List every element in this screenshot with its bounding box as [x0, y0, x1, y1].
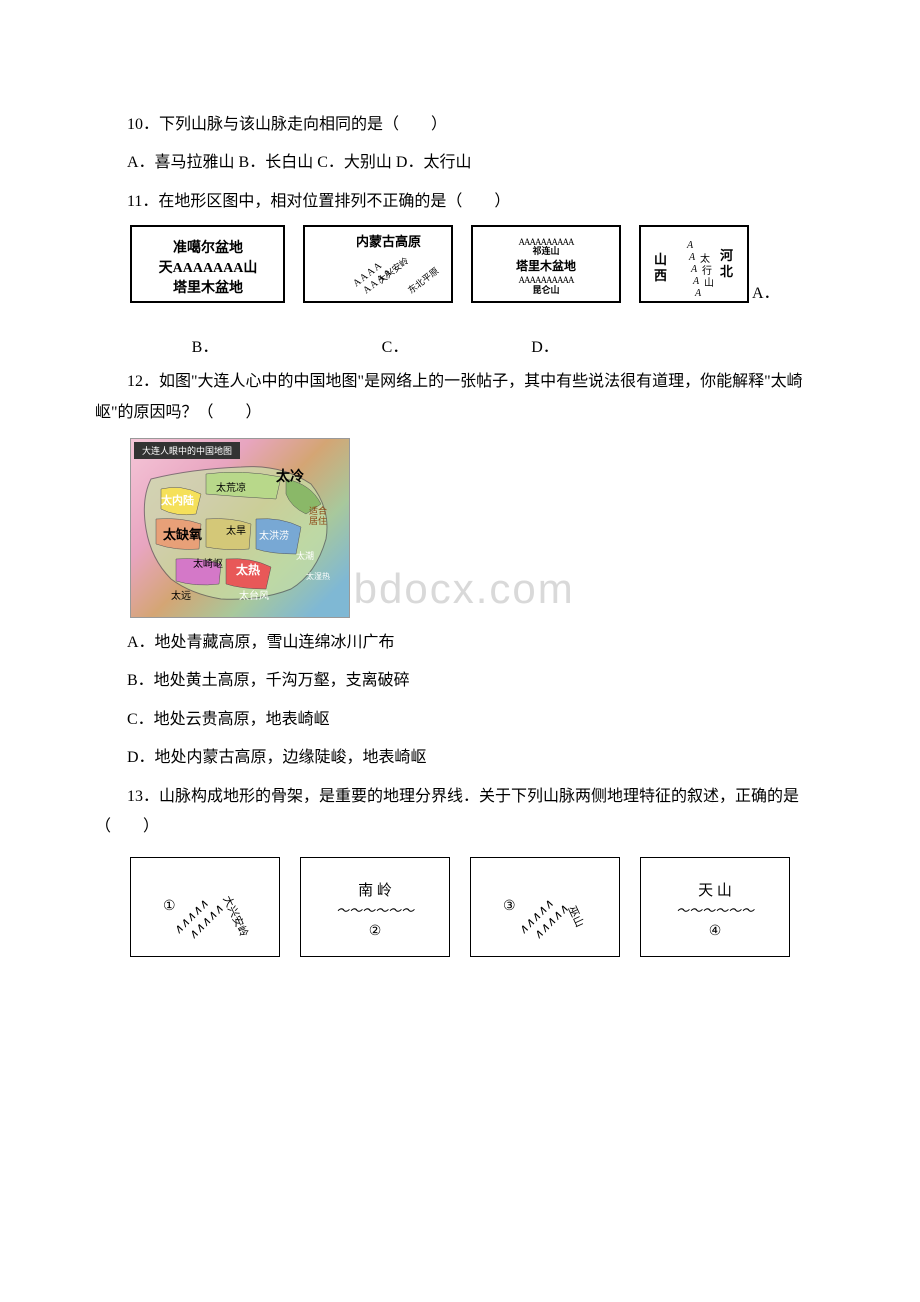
svg-text:A: A: [690, 264, 698, 275]
q11-text: 11．在地形区图中，相对位置排列不正确的是（ ）: [95, 187, 825, 217]
q12-opt-c: C．地处云贵高原，地表崎岖: [95, 705, 825, 735]
svg-text:天AAAAAAA山: 天AAAAAAA山: [158, 260, 257, 276]
svg-text:昆仑山: 昆仑山: [532, 284, 559, 295]
q11-label-b: B．: [95, 333, 315, 357]
q13-box-2: 南 岭 ～～～～～～ ②: [300, 857, 450, 957]
svg-text:AAAAAAAAAA: AAAAAAAAAA: [518, 275, 574, 285]
svg-text:居住: 居住: [309, 515, 327, 526]
svg-text:河: 河: [720, 248, 733, 263]
svg-text:A: A: [686, 240, 694, 251]
svg-text:内蒙古高原: 内蒙古高原: [356, 234, 421, 249]
svg-text:天 山: 天 山: [698, 882, 732, 899]
q12-map: 大连人眼中的中国地图 太冷 太内陆 太荒凉 适合 居住 太缺氧 太旱 太洪涝 太…: [130, 438, 350, 618]
q11-option-labels: B． C． D．: [95, 333, 825, 357]
svg-text:太远: 太远: [171, 589, 191, 602]
svg-text:塔里木盆地: 塔里木盆地: [173, 279, 243, 296]
svg-text:A: A: [694, 288, 702, 296]
svg-text:东北平原: 东北平原: [405, 265, 440, 296]
q11-option-b-box: 内蒙古高原 A A A A A A A A 大兴安岭 东北平原: [303, 225, 453, 303]
svg-text:太崎岖: 太崎岖: [193, 557, 223, 570]
svg-text:太湿热: 太湿热: [306, 571, 330, 581]
q11-option-c-box: AAAAAAAAAA 祁连山 塔里木盆地 AAAAAAAAAA 昆仑山: [471, 225, 621, 303]
svg-text:太台风: 太台风: [239, 589, 269, 602]
q11-option-d-box: 山 西 A A A A A 太 行 山 河 北: [639, 225, 749, 303]
svg-text:A: A: [688, 252, 696, 263]
q13-box2-svg: 南 岭 ～～～～～～ ②: [303, 860, 448, 955]
svg-text:祁连山: 祁连山: [532, 245, 559, 256]
q11-diagrams: 准噶尔盆地 天AAAAAAA山 塔里木盆地 内蒙古高原 A A A A A A …: [130, 225, 825, 303]
q12-opt-d: D．地处内蒙古高原，边缘陡峻，地表崎岖: [95, 743, 825, 773]
svg-text:西: 西: [654, 268, 667, 283]
svg-text:塔里木盆地: 塔里木盆地: [515, 258, 575, 273]
q13-box3-svg: ③ ∧∧∧∧∧ ∧∧∧∧∧ 巫山: [473, 860, 618, 955]
q13-box-3: ③ ∧∧∧∧∧ ∧∧∧∧∧ 巫山: [470, 857, 620, 957]
q11-box-a-svg: 准噶尔盆地 天AAAAAAA山 塔里木盆地: [133, 232, 283, 296]
svg-text:～～～～～～: ～～～～～～: [675, 903, 754, 918]
svg-text:②: ②: [368, 924, 381, 939]
svg-text:太洪涝: 太洪涝: [259, 529, 289, 542]
svg-text:太潮: 太潮: [296, 550, 314, 561]
q13-box1-svg: ① ∧∧∧∧∧ ∧∧∧∧∧ 大兴安岭: [133, 860, 278, 955]
svg-text:南 岭: 南 岭: [358, 882, 392, 899]
svg-text:A: A: [692, 276, 700, 287]
svg-text:③: ③: [503, 899, 516, 914]
document-content: 10．下列山脉与该山脉走向相同的是（ ） A．喜马拉雅山 B．长白山 C．大别山…: [95, 110, 825, 957]
svg-text:山: 山: [704, 277, 714, 289]
svg-text:①: ①: [163, 899, 176, 914]
svg-text:太荒凉: 太荒凉: [216, 481, 246, 494]
q12-map-svg: 太冷 太内陆 太荒凉 适合 居住 太缺氧 太旱 太洪涝 太崎岖 太热 太潮 太远…: [131, 439, 350, 618]
svg-text:准噶尔盆地: 准噶尔盆地: [173, 239, 243, 256]
svg-text:～～～～～～: ～～～～～～: [335, 903, 414, 918]
q11-box-c-svg: AAAAAAAAAA 祁连山 塔里木盆地 AAAAAAAAAA 昆仑山: [474, 232, 619, 296]
svg-text:太缺氧: 太缺氧: [162, 527, 202, 542]
svg-text:太内陆: 太内陆: [160, 493, 194, 507]
q13-diagrams: ① ∧∧∧∧∧ ∧∧∧∧∧ 大兴安岭 南 岭 ～～～～～～ ② ③ ∧∧∧∧∧ …: [130, 857, 790, 957]
svg-text:行: 行: [702, 264, 712, 277]
q10-text: 10．下列山脉与该山脉走向相同的是（ ）: [95, 110, 825, 140]
q11-box-b-svg: 内蒙古高原 A A A A A A A A 大兴安岭 东北平原: [306, 232, 451, 296]
svg-text:太旱: 太旱: [226, 524, 246, 537]
q11-a-label: A．: [752, 279, 780, 303]
q12-opt-b: B．地处黄土高原，千沟万壑，支离破碎: [95, 666, 825, 696]
svg-text:大兴安岭: 大兴安岭: [220, 893, 251, 939]
q13-box4-svg: 天 山 ～～～～～～ ④: [643, 860, 788, 955]
q11-label-c: C．: [315, 333, 475, 357]
q13-box-4: 天 山 ～～～～～～ ④: [640, 857, 790, 957]
q11-option-a-box: 准噶尔盆地 天AAAAAAA山 塔里木盆地: [130, 225, 285, 303]
svg-text:太冷: 太冷: [276, 468, 304, 485]
q11-label-d: D．: [475, 333, 615, 357]
svg-text:山: 山: [654, 252, 667, 267]
svg-text:适合: 适合: [309, 505, 327, 516]
q11-box-d-svg: 山 西 A A A A A 太 行 山 河 北: [642, 232, 747, 296]
q13-box-1: ① ∧∧∧∧∧ ∧∧∧∧∧ 大兴安岭: [130, 857, 280, 957]
q13-text: 13．山脉构成地形的骨架，是重要的地理分界线．关于下列山脉两侧地理特征的叙述，正…: [95, 782, 825, 843]
svg-text:巫山: 巫山: [565, 904, 586, 929]
svg-text:北: 北: [720, 264, 733, 279]
svg-text:④: ④: [708, 924, 721, 939]
q10-options: A．喜马拉雅山 B．长白山 C．大别山 D．太行山: [95, 148, 825, 178]
q12-text: 12．如图"大连人心中的中国地图"是网络上的一张帖子，其中有些说法很有道理，你能…: [95, 367, 825, 428]
q12-map-header: 大连人眼中的中国地图: [134, 442, 240, 459]
q12-opt-a: A．地处青藏高原，雪山连绵冰川广布: [95, 628, 825, 658]
svg-text:太: 太: [700, 252, 710, 265]
svg-text:太热: 太热: [236, 562, 260, 577]
